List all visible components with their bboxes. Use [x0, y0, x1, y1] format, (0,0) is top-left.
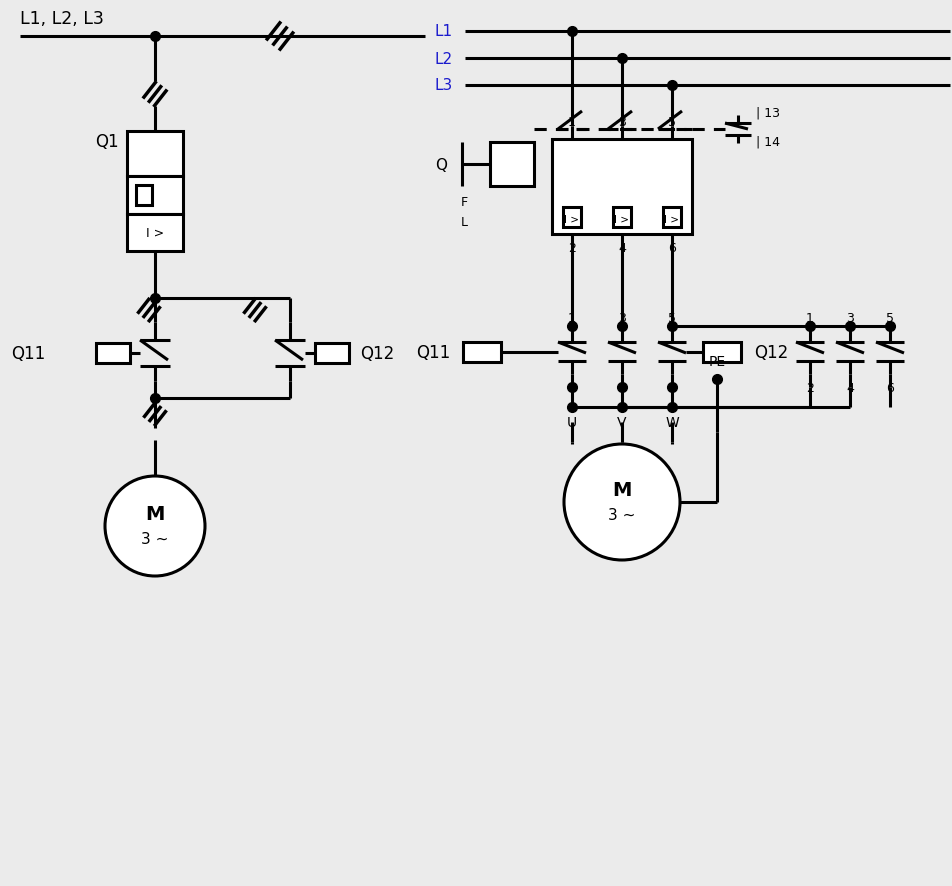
- Text: 3 ~: 3 ~: [141, 531, 169, 546]
- Text: | 14: | 14: [755, 136, 779, 148]
- Text: 3: 3: [618, 311, 625, 324]
- Bar: [703, 342, 741, 362]
- Text: 6: 6: [667, 242, 675, 255]
- Text: 4: 4: [618, 381, 625, 394]
- Text: 2: 2: [567, 381, 575, 394]
- Text: W: W: [664, 416, 678, 430]
- Text: M: M: [145, 505, 165, 524]
- Text: I >: I >: [564, 214, 579, 225]
- Text: Q11: Q11: [10, 345, 45, 362]
- Text: I >: I >: [614, 214, 629, 225]
- Text: 3 ~: 3 ~: [607, 507, 635, 522]
- Text: Q: Q: [434, 158, 446, 172]
- Text: L3: L3: [434, 79, 452, 93]
- Text: 2: 2: [805, 381, 813, 394]
- Circle shape: [564, 445, 680, 560]
- Text: 2: 2: [567, 242, 575, 255]
- Text: 5: 5: [667, 311, 675, 324]
- Text: 4: 4: [618, 242, 625, 255]
- Bar: [127, 177, 183, 214]
- Text: I >: I >: [146, 227, 164, 240]
- Bar: [551, 140, 691, 235]
- Text: Q12: Q12: [753, 343, 787, 361]
- Text: PE: PE: [707, 354, 724, 369]
- Bar: [663, 208, 681, 228]
- Bar: [127, 214, 183, 252]
- Bar: [136, 186, 151, 206]
- Text: L: L: [460, 216, 467, 229]
- Text: 1: 1: [567, 311, 575, 324]
- Text: 6: 6: [667, 381, 675, 394]
- Text: L1: L1: [434, 25, 452, 40]
- Bar: [563, 208, 581, 228]
- Text: 5: 5: [885, 311, 893, 324]
- Text: Q12: Q12: [360, 345, 394, 362]
- Bar: [96, 344, 129, 363]
- Text: 4: 4: [845, 381, 853, 394]
- Bar: [463, 342, 501, 362]
- Circle shape: [105, 477, 205, 577]
- Text: 3: 3: [845, 311, 853, 324]
- Text: 1: 1: [805, 311, 813, 324]
- Text: L1, L2, L3: L1, L2, L3: [20, 10, 104, 28]
- Text: F: F: [460, 197, 467, 209]
- Text: V: V: [617, 416, 626, 430]
- Text: U: U: [566, 416, 577, 430]
- Bar: [127, 132, 183, 177]
- Text: Q11: Q11: [415, 343, 449, 361]
- Text: M: M: [612, 481, 631, 500]
- Text: Q1: Q1: [95, 133, 119, 151]
- Text: 6: 6: [885, 381, 893, 394]
- Bar: [489, 143, 533, 187]
- Text: | 13: | 13: [755, 106, 779, 120]
- Text: L2: L2: [434, 51, 452, 66]
- Bar: [612, 208, 630, 228]
- Text: I >: I >: [664, 214, 679, 225]
- Text: 3: 3: [618, 116, 625, 129]
- Text: 1: 1: [567, 116, 575, 129]
- Bar: [315, 344, 348, 363]
- Text: 5: 5: [667, 116, 675, 129]
